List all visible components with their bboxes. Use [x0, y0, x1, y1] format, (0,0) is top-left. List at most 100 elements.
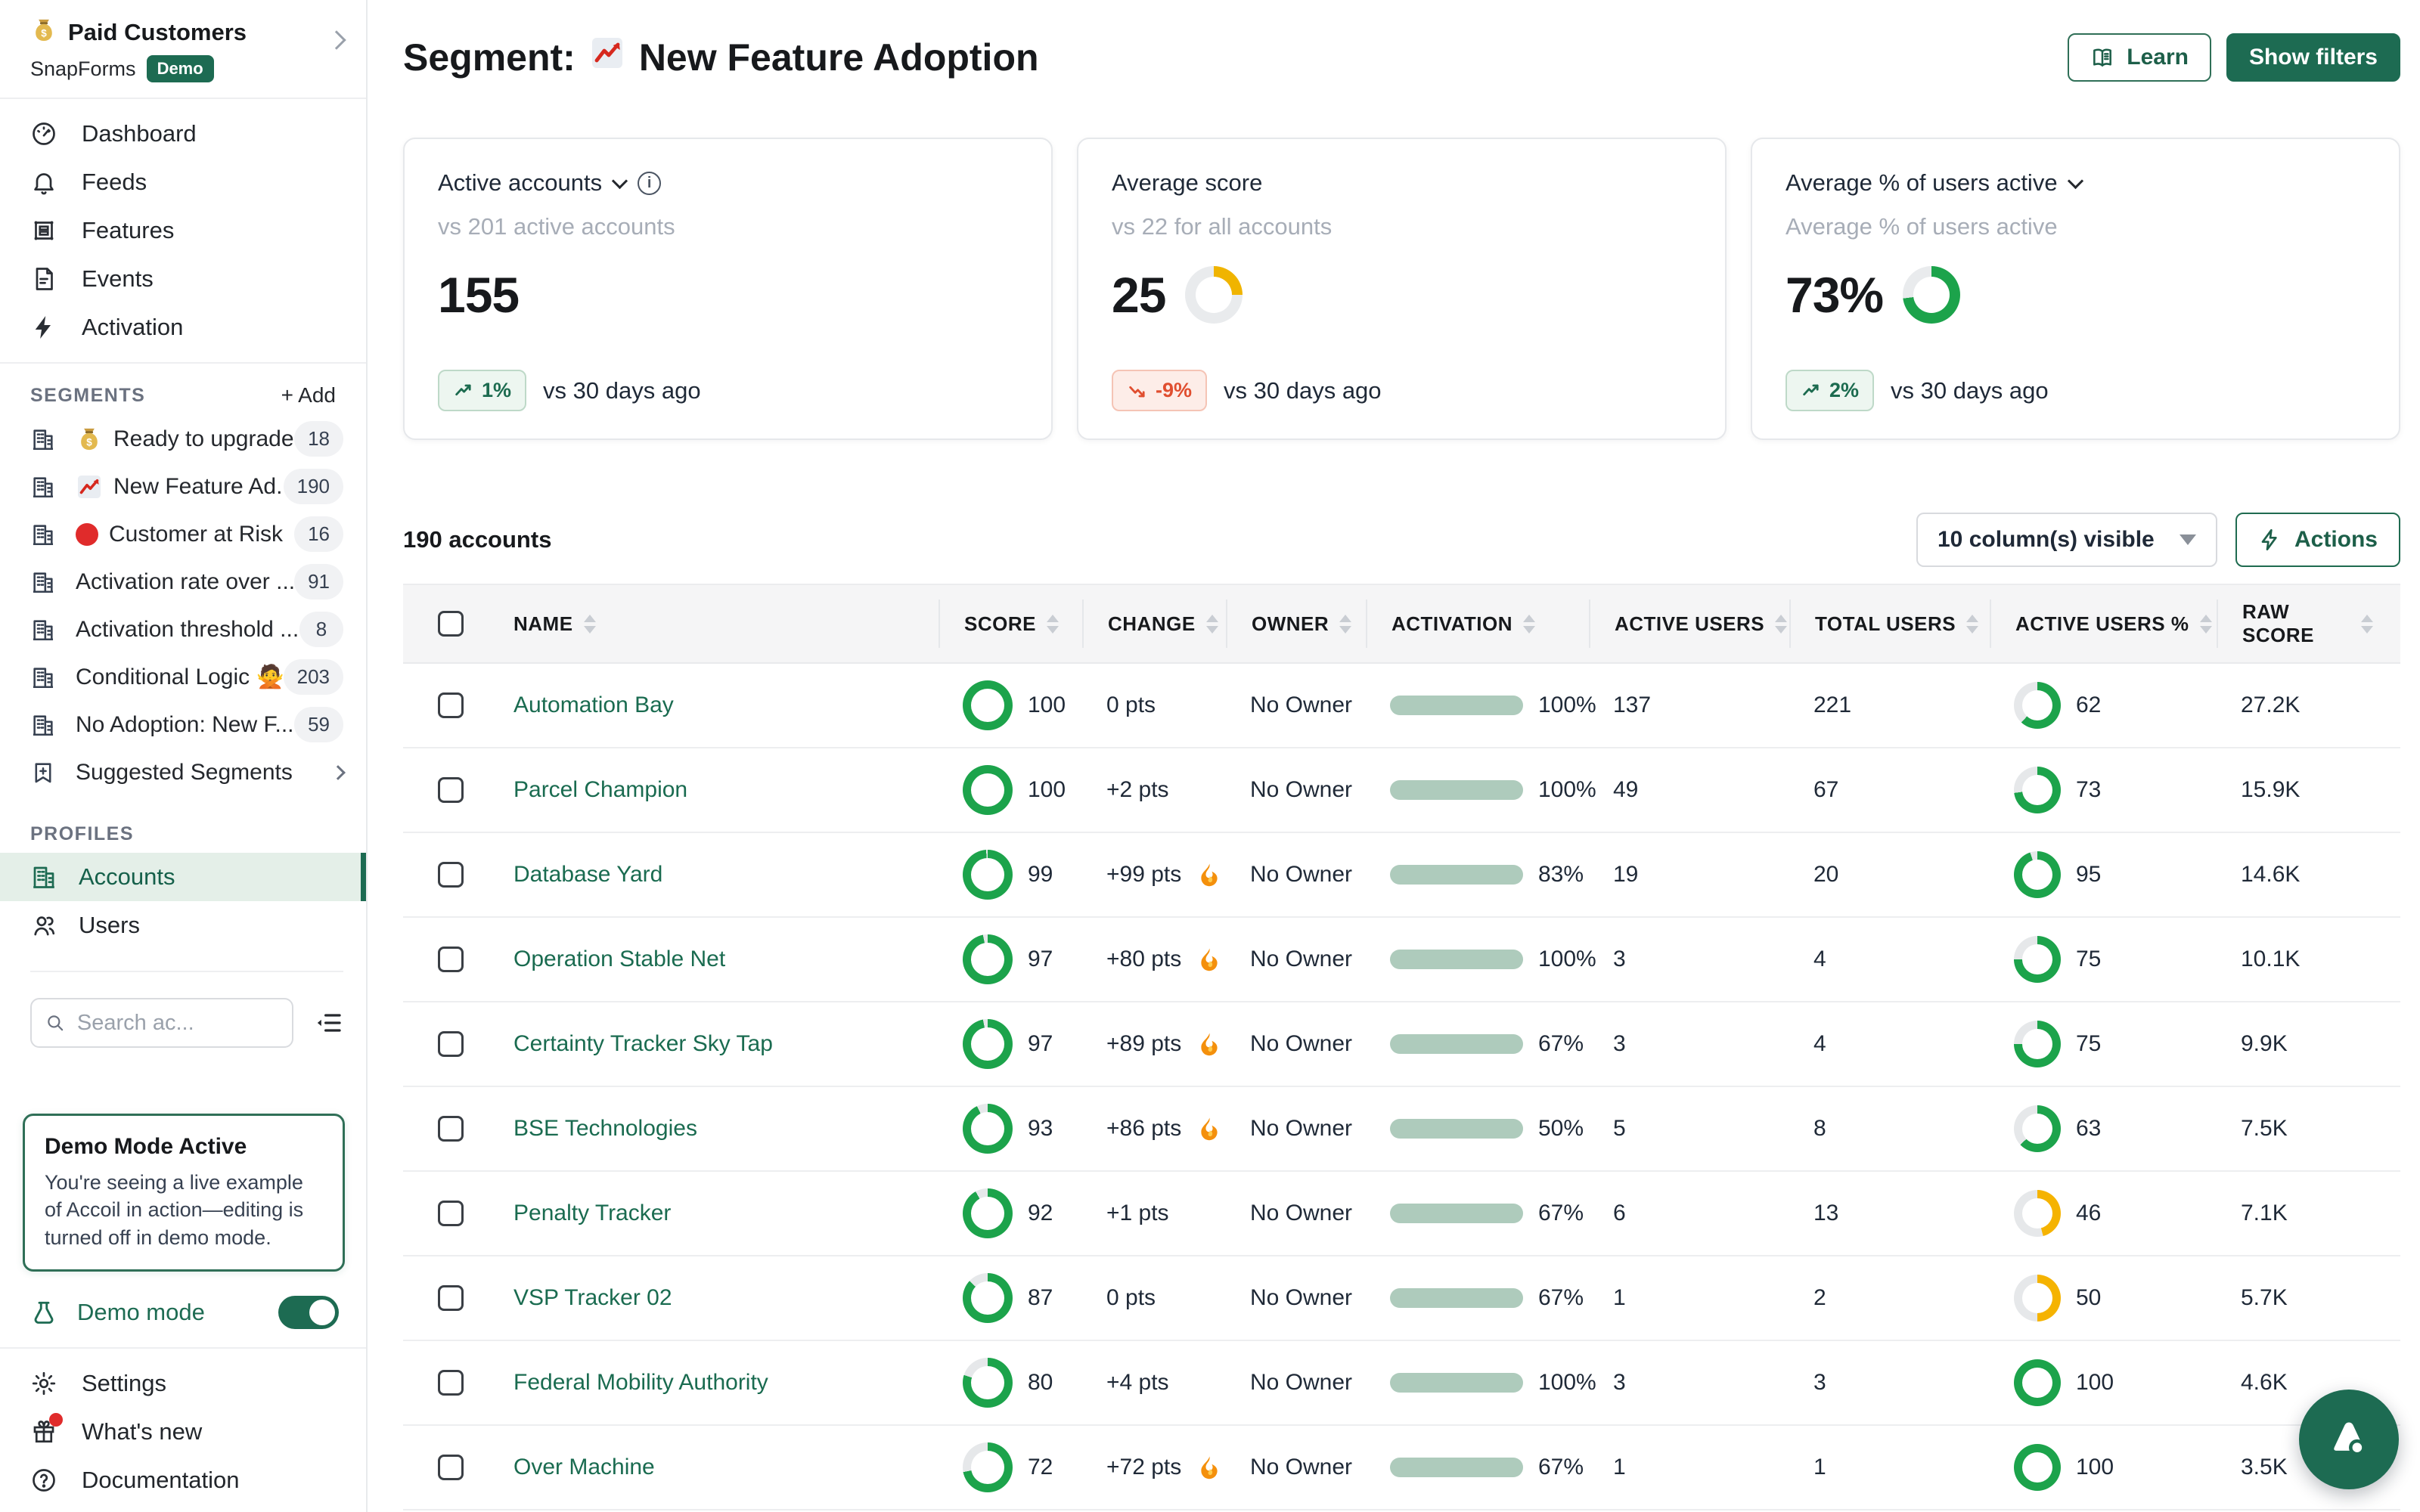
column-header-total-users[interactable]: TOTAL USERS: [1789, 600, 1990, 648]
score-value: 87: [1028, 1285, 1053, 1310]
stat-card-active-accounts: Active accounts i vs 201 active accounts…: [403, 138, 1053, 440]
sidebar-item-events[interactable]: Events: [0, 255, 366, 303]
sidebar-item-activation[interactable]: Activation: [0, 303, 366, 352]
active-users-pct-donut: [2014, 851, 2061, 898]
row-checkbox[interactable]: [438, 777, 464, 803]
account-name-link[interactable]: Certainty Tracker Sky Tap: [513, 1031, 773, 1056]
columns-visible-select[interactable]: 10 column(s) visible: [1916, 513, 2217, 567]
row-checkbox[interactable]: [438, 1116, 464, 1142]
column-header-score[interactable]: SCORE: [939, 600, 1082, 648]
sidebar-item-whats-new[interactable]: What's new: [0, 1408, 366, 1456]
row-checkbox[interactable]: [438, 692, 464, 718]
column-header-owner[interactable]: OWNER: [1226, 600, 1366, 648]
score-value: 99: [1028, 862, 1053, 887]
building-icon: [30, 665, 56, 690]
account-name-link[interactable]: Over Machine: [513, 1455, 655, 1479]
sidebar-segment-item[interactable]: Conditional Logic 🙅 203: [0, 653, 366, 701]
column-header-activation[interactable]: ACTIVATION: [1366, 600, 1589, 648]
sidebar-segment-item[interactable]: $ Ready to upgrade 18: [0, 415, 366, 463]
column-header-active-users[interactable]: ACTIVE USERS: [1589, 600, 1789, 648]
activation-pct: 67%: [1538, 1201, 1584, 1225]
sidebar-item-settings[interactable]: Settings: [0, 1359, 366, 1408]
account-name-link[interactable]: Database Yard: [513, 862, 663, 887]
activation-pct: 100%: [1538, 777, 1596, 802]
column-header-active-users-pct[interactable]: ACTIVE USERS %: [1990, 600, 2217, 648]
show-filters-button[interactable]: Show filters: [2226, 33, 2400, 82]
workspace-subtitle: SnapForms: [30, 57, 136, 80]
table-row: Database Yard 99 +99 pts No Owner 83% 19…: [403, 833, 2400, 918]
sort-icon: [1523, 614, 1536, 634]
account-search: [30, 998, 293, 1048]
row-checkbox[interactable]: [438, 947, 464, 972]
select-all-checkbox[interactable]: [438, 611, 464, 637]
page-title-text: New Feature Adoption: [638, 36, 1039, 79]
sidebar-item-users[interactable]: Users: [0, 901, 366, 950]
change-value: +89 pts: [1106, 1031, 1182, 1056]
demo-mode-notice: Demo Mode Active You're seeing a live ex…: [23, 1113, 345, 1272]
row-checkbox[interactable]: [438, 1031, 464, 1057]
collapse-sidebar-icon[interactable]: [313, 1008, 343, 1038]
row-checkbox[interactable]: [438, 1455, 464, 1480]
account-name-link[interactable]: Parcel Champion: [513, 777, 688, 802]
owner-value: No Owner: [1250, 947, 1353, 971]
column-header-name[interactable]: NAME: [495, 600, 939, 648]
segments-list: $ Ready to upgrade 18 New Feature Ad... …: [0, 415, 366, 748]
column-header-change[interactable]: CHANGE: [1082, 600, 1226, 648]
workspace-switcher[interactable]: $ Paid Customers SnapForms Demo: [0, 0, 366, 99]
add-segment-button[interactable]: + Add: [281, 383, 336, 407]
actions-button-label: Actions: [2294, 527, 2378, 552]
gauge-icon: [30, 120, 57, 147]
sidebar-item-dashboard[interactable]: Dashboard: [0, 110, 366, 158]
account-name-link[interactable]: Penalty Tracker: [513, 1201, 672, 1225]
active-users-pct-value: 100: [2076, 1455, 2114, 1479]
account-name-link[interactable]: BSE Technologies: [513, 1116, 697, 1141]
account-name-link[interactable]: VSP Tracker 02: [513, 1285, 672, 1310]
row-checkbox[interactable]: [438, 1285, 464, 1311]
activation-bar: [1390, 1458, 1523, 1477]
score-donut: [1185, 266, 1243, 324]
demo-mode-toggle[interactable]: [278, 1296, 339, 1329]
active-users-pct-donut: [2014, 1275, 2061, 1321]
info-icon[interactable]: i: [638, 171, 662, 195]
segment-count-badge: 16: [294, 516, 343, 552]
owner-value: No Owner: [1250, 862, 1353, 887]
fire-icon: [1196, 862, 1222, 888]
chevron-down-icon[interactable]: [612, 172, 628, 189]
search-input[interactable]: [76, 1010, 278, 1036]
sidebar-item-documentation[interactable]: Documentation: [0, 1456, 366, 1504]
stat-card-label[interactable]: Active accounts: [438, 169, 603, 196]
sidebar-item-features[interactable]: Features: [0, 206, 366, 255]
sidebar-item-suggested-segments[interactable]: Suggested Segments: [0, 748, 366, 796]
active-users-value: 6: [1613, 1201, 1626, 1225]
stat-card-label[interactable]: Average % of users active: [1786, 169, 2058, 196]
table-row: Certainty Tracker Sky Tap 97 +89 pts No …: [403, 1002, 2400, 1087]
sidebar-segment-item[interactable]: No Adoption: New F... 59: [0, 701, 366, 748]
bell-icon: [30, 169, 57, 196]
account-name-link[interactable]: Operation Stable Net: [513, 947, 726, 971]
row-checkbox[interactable]: [438, 862, 464, 888]
trend-suffix: vs 30 days ago: [543, 376, 701, 404]
stat-card-label[interactable]: Average score: [1112, 169, 1263, 196]
users-active-donut: [1903, 266, 1961, 324]
sidebar-item-label: Activation: [82, 314, 184, 340]
sidebar-item-feeds[interactable]: Feeds: [0, 158, 366, 206]
account-name-link[interactable]: Federal Mobility Authority: [513, 1370, 768, 1395]
sidebar-segment-item[interactable]: Customer at Risk 16: [0, 510, 366, 558]
row-checkbox[interactable]: [438, 1370, 464, 1396]
chevron-down-icon[interactable]: [2067, 172, 2083, 189]
learn-button[interactable]: Learn: [2068, 33, 2211, 82]
sidebar-segment-item[interactable]: New Feature Ad... 190: [0, 463, 366, 510]
sidebar-segment-item[interactable]: Activation rate over ... 91: [0, 558, 366, 606]
active-users-value: 137: [1613, 692, 1652, 717]
change-value: +99 pts: [1106, 862, 1182, 887]
actions-button[interactable]: Actions: [2235, 513, 2400, 567]
sidebar-item-accounts[interactable]: Accounts: [0, 853, 366, 901]
sidebar-segment-item[interactable]: Activation threshold ... 8: [0, 606, 366, 653]
row-checkbox[interactable]: [438, 1201, 464, 1226]
chat-launcher-button[interactable]: [2299, 1390, 2399, 1489]
account-name-link[interactable]: Automation Bay: [513, 692, 674, 717]
column-header-raw-score[interactable]: RAW SCORE: [2217, 600, 2373, 648]
active-users-pct-value: 100: [2076, 1370, 2114, 1395]
trend-up-icon: [453, 380, 474, 401]
sort-icon: [1775, 614, 1788, 634]
